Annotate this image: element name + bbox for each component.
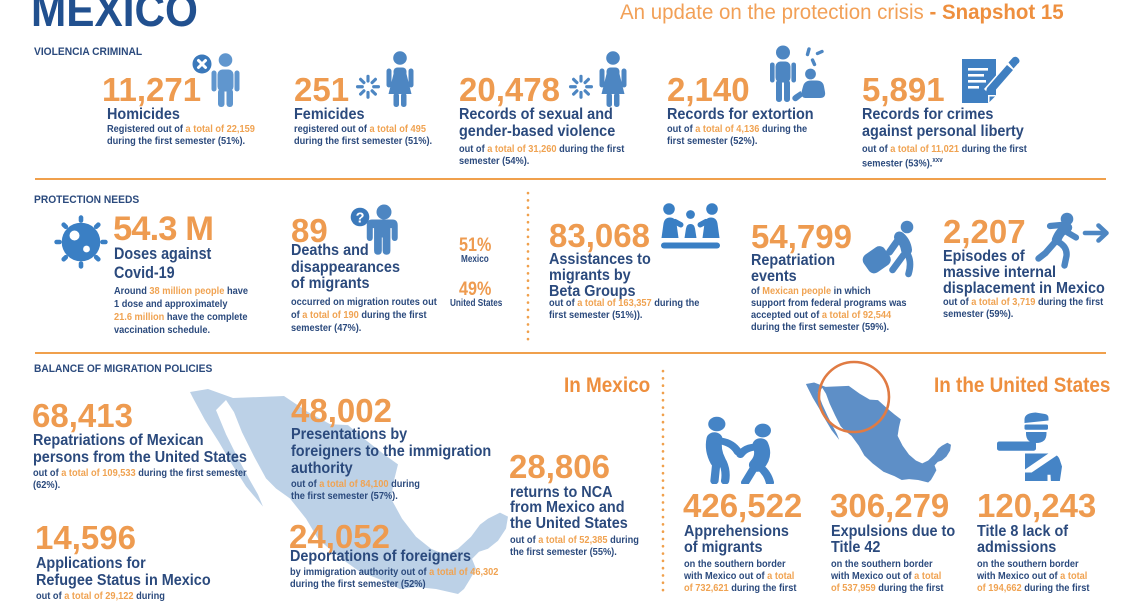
svg-text:?: ?: [356, 211, 365, 227]
